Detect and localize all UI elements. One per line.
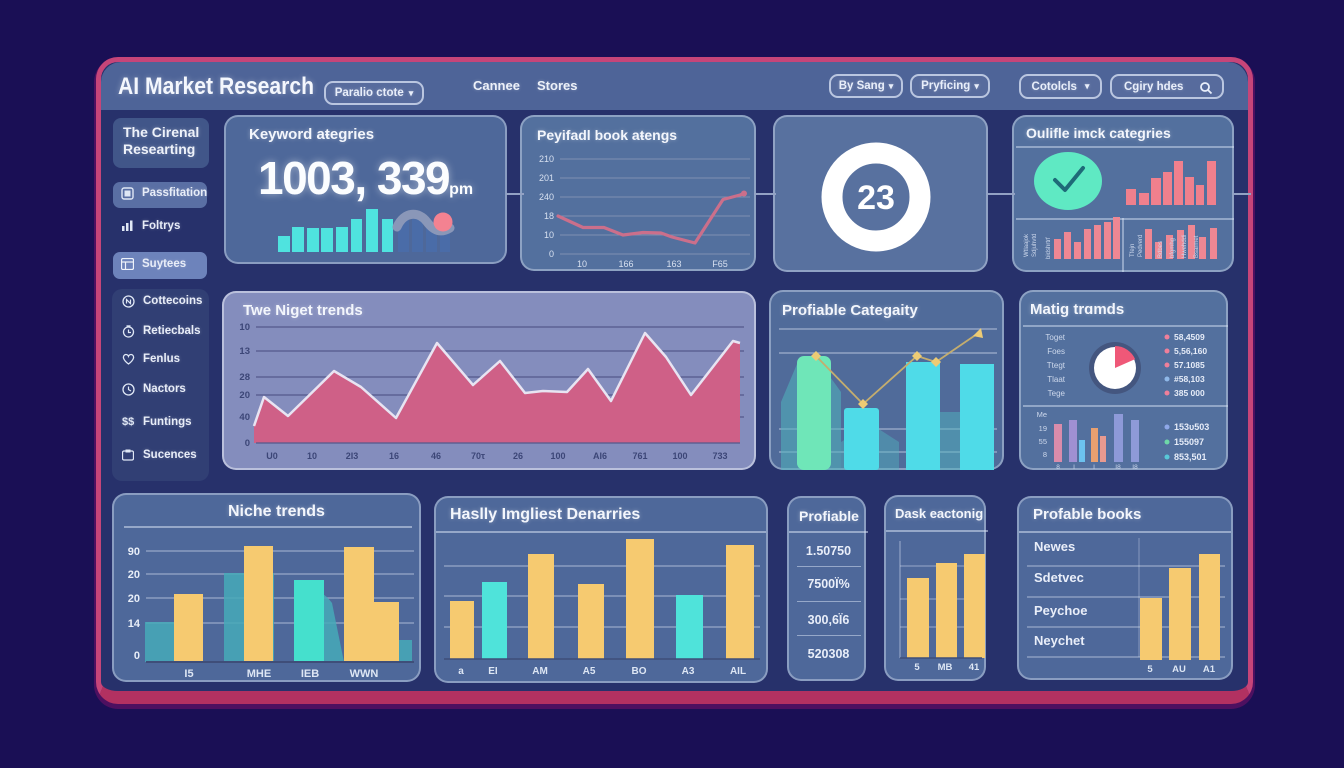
svg-text:40: 40 <box>239 412 250 423</box>
svg-text:Tfejn: Tfejn <box>1130 244 1136 257</box>
svg-text:WWN: WWN <box>350 668 379 680</box>
svg-text:U0: U0 <box>266 451 278 461</box>
svg-text:5: 5 <box>1147 664 1153 675</box>
svg-text:Sdetvec: Sdetvec <box>1034 570 1084 585</box>
svg-text:Hwehddi: Hwehddi <box>1182 235 1188 258</box>
svg-text:I8: I8 <box>1115 464 1121 471</box>
svg-text:I: I <box>1073 464 1075 471</box>
svg-text:70τ: 70τ <box>471 451 485 461</box>
svg-text:20: 20 <box>128 593 140 605</box>
svg-text:10: 10 <box>239 322 250 333</box>
svg-text:733: 733 <box>712 451 727 461</box>
svg-text:13: 13 <box>239 346 250 357</box>
svg-text:19: 19 <box>1039 424 1047 433</box>
svg-text:90: 90 <box>128 546 140 558</box>
svg-text:Sdjuhvtd: Sdjuhvtd <box>1032 234 1038 257</box>
svg-text:Bsarmet: Bsarmet <box>1194 235 1200 258</box>
svg-text:Neychet: Neychet <box>1034 633 1085 648</box>
svg-text:16: 16 <box>389 451 399 461</box>
svg-text:Wtlaajok: Wtlaajok <box>1024 233 1030 257</box>
svg-text:10: 10 <box>544 230 554 240</box>
svg-text:240: 240 <box>539 192 554 202</box>
svg-text:Toget: Toget <box>1045 333 1065 342</box>
svg-text:A3: A3 <box>682 666 695 677</box>
svg-text:F65: F65 <box>712 259 728 269</box>
svg-text:853,501: 853,501 <box>1174 452 1207 462</box>
svg-text:Peychoe: Peychoe <box>1034 603 1087 618</box>
svg-text:Bdbes: Bdbes <box>1158 241 1164 258</box>
svg-text:20: 20 <box>239 390 250 401</box>
svg-text:Newes: Newes <box>1034 539 1075 554</box>
svg-text:26: 26 <box>513 451 523 461</box>
svg-text:0: 0 <box>134 650 140 662</box>
svg-text:23: 23 <box>857 179 895 217</box>
svg-text:153υ503: 153υ503 <box>1174 422 1209 432</box>
svg-text:2I3: 2I3 <box>346 451 359 461</box>
svg-text:163: 163 <box>666 259 681 269</box>
svg-text:385 000: 385 000 <box>1174 388 1205 398</box>
svg-text:I: I <box>1093 464 1095 471</box>
svg-text:IEB: IEB <box>301 668 319 680</box>
svg-text:58,4509: 58,4509 <box>1174 332 1205 342</box>
svg-text:100: 100 <box>550 451 565 461</box>
svg-text:I8: I8 <box>1132 464 1138 471</box>
svg-text:57.1085: 57.1085 <box>1174 360 1205 370</box>
svg-text:MHE: MHE <box>247 668 271 680</box>
svg-text:10: 10 <box>577 259 587 269</box>
svg-text:0: 0 <box>549 249 554 259</box>
svg-text:14: 14 <box>128 618 141 630</box>
svg-text:EI: EI <box>488 666 498 677</box>
svg-text:AU: AU <box>1172 664 1186 675</box>
svg-text:100: 100 <box>672 451 687 461</box>
svg-text:I5: I5 <box>184 668 193 680</box>
svg-text:Ttegt: Ttegt <box>1047 361 1066 370</box>
svg-text:5,56,160: 5,56,160 <box>1174 346 1207 356</box>
svg-text:Tege: Tege <box>1048 389 1066 398</box>
svg-text:bidshrtrf: bidshrtrf <box>1046 237 1052 259</box>
svg-text:A5: A5 <box>583 666 596 677</box>
svg-text:AI6: AI6 <box>593 451 607 461</box>
svg-text:Foes: Foes <box>1047 347 1065 356</box>
svg-text:MB: MB <box>938 662 953 673</box>
svg-text:AM: AM <box>532 666 548 677</box>
svg-text:AIL: AIL <box>730 666 746 677</box>
svg-text:210: 210 <box>539 154 554 164</box>
svg-text:5: 5 <box>914 662 920 673</box>
svg-text:bfgmhg: bfgmhg <box>1170 238 1176 258</box>
svg-text:Pedverd: Pedverd <box>1138 235 1144 257</box>
svg-text:8: 8 <box>1056 464 1060 471</box>
svg-text:#58,103: #58,103 <box>1174 374 1205 384</box>
svg-text:28: 28 <box>239 372 250 383</box>
svg-text:A1: A1 <box>1203 664 1216 675</box>
svg-text:46: 46 <box>431 451 441 461</box>
svg-text:BO: BO <box>632 666 647 677</box>
svg-text:18: 18 <box>544 211 554 221</box>
svg-text:8: 8 <box>1043 450 1047 459</box>
svg-text:201: 201 <box>539 173 554 183</box>
svg-text:166: 166 <box>618 259 633 269</box>
svg-text:Me: Me <box>1037 410 1047 419</box>
svg-text:761: 761 <box>632 451 647 461</box>
svg-text:155097: 155097 <box>1174 437 1204 447</box>
svg-text:a: a <box>458 666 464 677</box>
svg-text:0: 0 <box>245 438 250 449</box>
svg-text:41: 41 <box>969 662 980 673</box>
svg-text:Tlaat: Tlaat <box>1047 375 1066 384</box>
svg-text:55: 55 <box>1039 437 1047 446</box>
svg-text:20: 20 <box>128 569 140 581</box>
svg-text:10: 10 <box>307 451 317 461</box>
